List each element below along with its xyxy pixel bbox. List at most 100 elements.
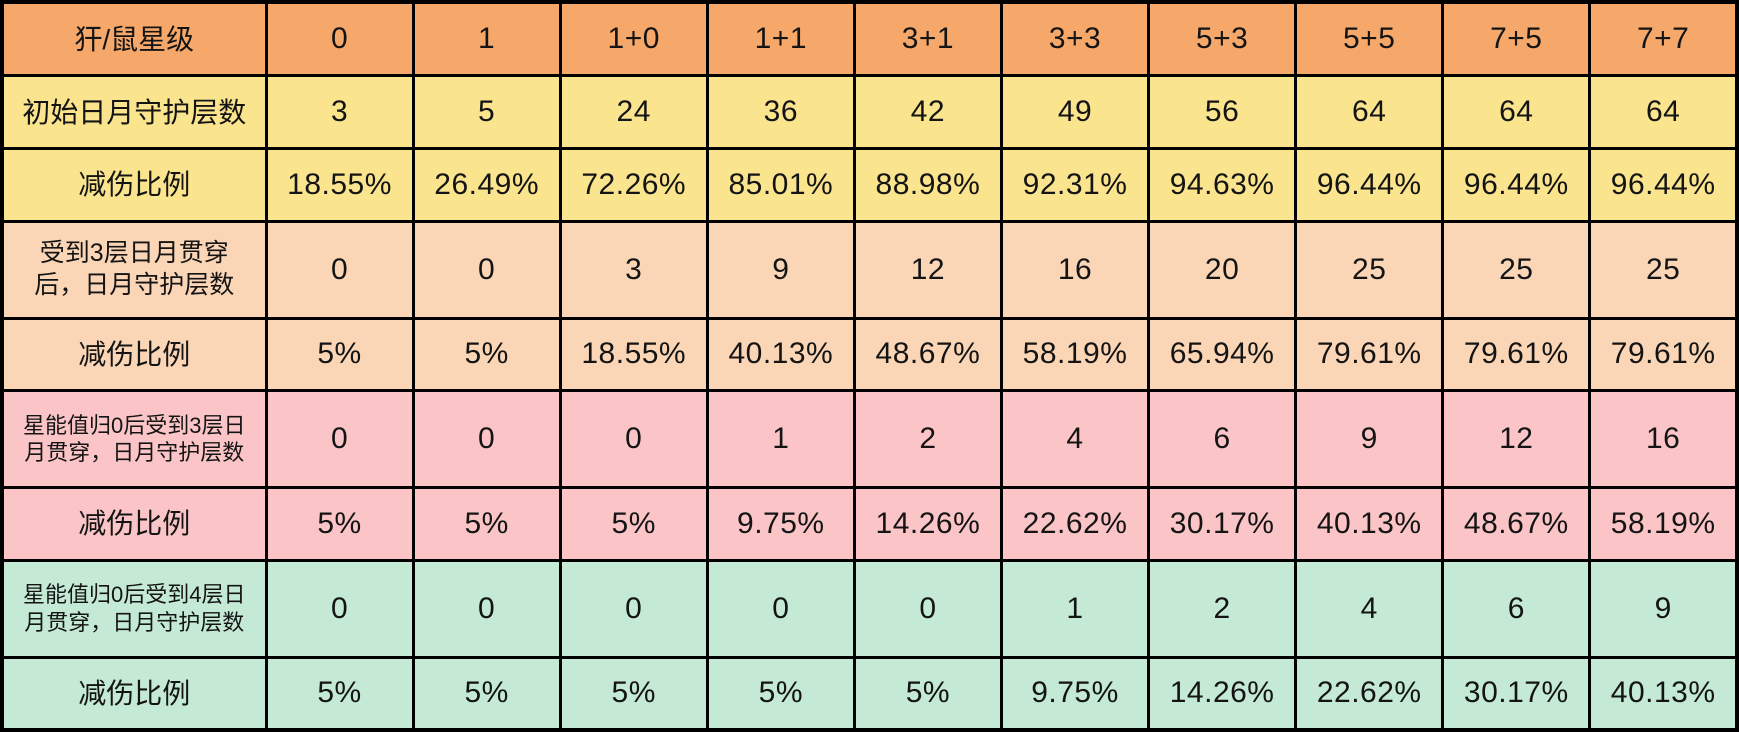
header-star-level-cell: 0 — [264, 0, 415, 78]
data-cell: 18.55% — [264, 146, 415, 223]
data-cell: 85.01% — [705, 146, 856, 223]
data-cell: 5% — [558, 486, 709, 562]
row-label-cell: 初始日月守护层数 — [0, 74, 268, 150]
data-cell: 5% — [264, 655, 415, 732]
data-cell: 25 — [1588, 219, 1739, 320]
data-cell: 5% — [264, 486, 415, 562]
data-cell: 2 — [1147, 558, 1298, 659]
data-cell: 25 — [1441, 219, 1592, 320]
header-row: 犴/鼠星级 0 1 1+0 1+1 3+1 3+3 5+3 5+5 7+5 7+7 — [0, 0, 1739, 78]
header-star-level-cell: 5+5 — [1294, 0, 1445, 78]
header-star-level-cell: 1 — [411, 0, 562, 78]
data-cell: 64 — [1588, 74, 1739, 150]
data-cell: 1 — [705, 389, 856, 490]
data-cell: 0 — [558, 558, 709, 659]
data-cell: 0 — [264, 219, 415, 320]
data-cell: 0 — [852, 558, 1003, 659]
header-star-level-cell: 5+3 — [1147, 0, 1298, 78]
data-cell: 24 — [558, 74, 709, 150]
row-label-cell: 减伤比例 — [0, 316, 268, 393]
data-cell: 92.31% — [999, 146, 1151, 223]
data-cell: 12 — [1441, 389, 1592, 490]
data-cell: 14.26% — [852, 486, 1003, 562]
data-cell: 6 — [1441, 558, 1592, 659]
data-cell: 5% — [558, 655, 709, 732]
data-cell: 0 — [411, 558, 562, 659]
data-cell: 5 — [411, 74, 562, 150]
data-cell: 42 — [852, 74, 1003, 150]
data-cell: 40.13% — [705, 316, 856, 393]
data-cell: 9.75% — [705, 486, 856, 562]
data-cell: 0 — [264, 389, 415, 490]
data-cell: 22.62% — [999, 486, 1151, 562]
header-label-cell: 犴/鼠星级 — [0, 0, 268, 78]
data-cell: 58.19% — [999, 316, 1151, 393]
header-star-level-cell: 7+5 — [1441, 0, 1592, 78]
row-label-cell: 受到3层日月贯穿 后，日月守护层数 — [0, 219, 268, 320]
data-cell: 0 — [264, 558, 415, 659]
data-cell: 5% — [411, 316, 562, 393]
data-cell: 88.98% — [852, 146, 1003, 223]
data-cell: 56 — [1147, 74, 1298, 150]
data-cell: 5% — [264, 316, 415, 393]
data-cell: 79.61% — [1588, 316, 1739, 393]
data-cell: 79.61% — [1294, 316, 1445, 393]
row-label-cell: 减伤比例 — [0, 486, 268, 562]
data-cell: 9 — [705, 219, 856, 320]
data-cell: 4 — [1294, 558, 1445, 659]
data-cell: 2 — [852, 389, 1003, 490]
data-cell: 20 — [1147, 219, 1298, 320]
data-cell: 9 — [1294, 389, 1445, 490]
data-cell: 5% — [411, 486, 562, 562]
data-cell: 58.19% — [1588, 486, 1739, 562]
data-cell: 40.13% — [1294, 486, 1445, 562]
data-cell: 3 — [558, 219, 709, 320]
data-cell: 3 — [264, 74, 415, 150]
table-row: 减伤比例 5% 5% 5% 9.75% 14.26% 22.62% 30.17% 40.13% 4… — [0, 486, 1739, 562]
data-cell: 65.94% — [1147, 316, 1298, 393]
table-row: 减伤比例 5% 5% 18.55% 40.13% 48.67% 58.19% 65.94% 79… — [0, 316, 1739, 393]
data-cell: 0 — [705, 558, 856, 659]
data-cell: 96.44% — [1588, 146, 1739, 223]
data-cell: 40.13% — [1588, 655, 1739, 732]
data-cell: 9.75% — [999, 655, 1151, 732]
data-cell: 0 — [558, 389, 709, 490]
table-row: 星能值归0后受到3层日 月贯穿，日月守护层数 0 0 0 1 2 4 6 9 12 16 — [0, 389, 1739, 490]
data-cell: 5% — [852, 655, 1003, 732]
table-row: 受到3层日月贯穿 后，日月守护层数 0 0 3 9 12 16 20 25 25 25 — [0, 219, 1739, 320]
data-cell: 9 — [1588, 558, 1739, 659]
table-row: 星能值归0后受到4层日 月贯穿，日月守护层数 0 0 0 0 0 1 2 4 6 9 — [0, 558, 1739, 659]
data-cell: 72.26% — [558, 146, 709, 223]
table-row: 减伤比例 5% 5% 5% 5% 5% 9.75% 14.26% 22.62% 30.17% 40.… — [0, 655, 1739, 732]
data-cell: 6 — [1147, 389, 1298, 490]
data-cell: 96.44% — [1441, 146, 1592, 223]
data-cell: 25 — [1294, 219, 1445, 320]
header-star-level-cell: 3+3 — [999, 0, 1151, 78]
data-cell: 22.62% — [1294, 655, 1445, 732]
data-cell: 30.17% — [1441, 655, 1592, 732]
data-cell: 16 — [999, 219, 1151, 320]
data-cell: 1 — [999, 558, 1151, 659]
data-cell: 49 — [999, 74, 1151, 150]
data-cell: 14.26% — [1147, 655, 1298, 732]
data-cell: 64 — [1294, 74, 1445, 150]
data-cell: 12 — [852, 219, 1003, 320]
data-cell: 64 — [1441, 74, 1592, 150]
row-label-cell: 减伤比例 — [0, 655, 268, 732]
data-cell: 0 — [411, 389, 562, 490]
data-cell: 48.67% — [1441, 486, 1592, 562]
data-cell: 79.61% — [1441, 316, 1592, 393]
data-cell: 0 — [411, 219, 562, 320]
data-cell: 4 — [999, 389, 1151, 490]
table-row: 初始日月守护层数 3 5 24 36 42 49 56 64 64 64 — [0, 74, 1739, 150]
data-cell: 16 — [1588, 389, 1739, 490]
header-star-level-cell: 1+1 — [705, 0, 856, 78]
header-star-level-cell: 3+1 — [852, 0, 1003, 78]
data-cell: 94.63% — [1147, 146, 1298, 223]
header-star-level-cell: 1+0 — [558, 0, 709, 78]
row-label-cell: 星能值归0后受到3层日 月贯穿，日月守护层数 — [0, 389, 268, 490]
data-cell: 36 — [705, 74, 856, 150]
